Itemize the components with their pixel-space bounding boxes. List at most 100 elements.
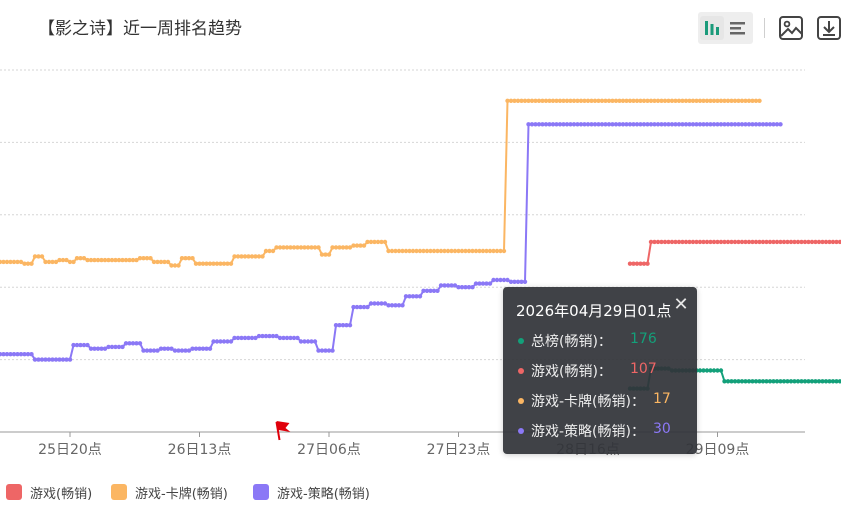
- data-point[interactable]: [386, 303, 391, 308]
- data-point[interactable]: [144, 256, 150, 261]
- data-point[interactable]: [11, 352, 17, 357]
- data-point[interactable]: [568, 122, 573, 127]
- data-point[interactable]: [519, 98, 524, 104]
- data-point[interactable]: [652, 122, 657, 127]
- data-point[interactable]: [494, 248, 500, 254]
- data-point[interactable]: [365, 239, 370, 245]
- data-point[interactable]: [270, 333, 276, 339]
- data-point[interactable]: [676, 122, 682, 127]
- data-point[interactable]: [172, 348, 178, 353]
- data-point[interactable]: [687, 122, 692, 127]
- data-point[interactable]: [501, 248, 507, 254]
- data-point[interactable]: [379, 239, 384, 245]
- data-point[interactable]: [71, 342, 76, 348]
- data-point[interactable]: [340, 323, 346, 328]
- data-point[interactable]: [732, 379, 738, 384]
- data-point[interactable]: [501, 277, 507, 283]
- data-point[interactable]: [85, 257, 90, 263]
- data-point[interactable]: [515, 279, 521, 284]
- data-point[interactable]: [235, 335, 241, 341]
- data-point[interactable]: [778, 379, 783, 384]
- data-point[interactable]: [557, 98, 563, 104]
- data-point[interactable]: [95, 346, 101, 351]
- data-point[interactable]: [235, 254, 241, 259]
- data-point[interactable]: [32, 357, 38, 362]
- data-point[interactable]: [239, 335, 244, 341]
- data-point[interactable]: [557, 122, 563, 127]
- data-point[interactable]: [239, 254, 244, 259]
- data-point[interactable]: [505, 98, 510, 104]
- data-point[interactable]: [627, 98, 633, 104]
- data-point[interactable]: [365, 304, 370, 310]
- data-point[interactable]: [11, 259, 17, 265]
- data-point[interactable]: [60, 257, 66, 263]
- data-point[interactable]: [155, 348, 160, 353]
- data-point[interactable]: [582, 98, 587, 104]
- data-point[interactable]: [718, 122, 724, 127]
- data-point[interactable]: [578, 122, 584, 127]
- data-point[interactable]: [253, 254, 258, 259]
- data-point[interactable]: [449, 248, 454, 254]
- data-point[interactable]: [508, 279, 514, 284]
- data-point[interactable]: [697, 98, 703, 104]
- download-icon[interactable]: [815, 14, 841, 42]
- data-point[interactable]: [704, 98, 710, 104]
- data-point[interactable]: [67, 357, 73, 362]
- data-point[interactable]: [568, 98, 573, 104]
- data-point[interactable]: [778, 122, 783, 127]
- data-point[interactable]: [281, 335, 286, 341]
- data-point[interactable]: [760, 122, 766, 127]
- data-point[interactable]: [536, 98, 542, 104]
- data-point[interactable]: [459, 248, 465, 254]
- data-point[interactable]: [715, 368, 720, 373]
- data-point[interactable]: [277, 245, 283, 250]
- data-point[interactable]: [746, 98, 752, 104]
- data-point[interactable]: [809, 239, 815, 245]
- data-point[interactable]: [781, 239, 787, 245]
- data-point[interactable]: [634, 98, 640, 104]
- data-point[interactable]: [277, 335, 283, 341]
- data-point[interactable]: [729, 239, 734, 245]
- data-point[interactable]: [25, 261, 31, 266]
- data-point[interactable]: [274, 245, 279, 250]
- data-point[interactable]: [375, 301, 381, 306]
- data-point[interactable]: [424, 248, 430, 254]
- data-point[interactable]: [582, 122, 587, 127]
- data-point[interactable]: [305, 245, 311, 250]
- data-point[interactable]: [130, 341, 136, 346]
- data-point[interactable]: [36, 254, 41, 259]
- data-point[interactable]: [610, 98, 615, 104]
- data-point[interactable]: [333, 323, 339, 328]
- data-point[interactable]: [827, 239, 832, 245]
- data-point[interactable]: [169, 346, 174, 351]
- data-point[interactable]: [410, 294, 416, 299]
- data-point[interactable]: [85, 342, 90, 348]
- data-point[interactable]: [379, 301, 384, 306]
- data-point[interactable]: [673, 122, 678, 127]
- data-point[interactable]: [704, 122, 710, 127]
- data-point[interactable]: [673, 98, 678, 104]
- data-point[interactable]: [561, 98, 566, 104]
- data-point[interactable]: [491, 248, 496, 254]
- data-point[interactable]: [179, 348, 185, 353]
- data-point[interactable]: [508, 98, 514, 104]
- data-point[interactable]: [60, 357, 66, 362]
- data-point[interactable]: [813, 379, 818, 384]
- data-point[interactable]: [708, 368, 713, 373]
- data-point[interactable]: [652, 239, 657, 245]
- data-point[interactable]: [228, 339, 234, 344]
- data-point[interactable]: [760, 379, 766, 384]
- data-point[interactable]: [127, 257, 132, 263]
- data-point[interactable]: [88, 346, 94, 351]
- data-point[interactable]: [725, 122, 731, 127]
- data-point[interactable]: [155, 259, 160, 265]
- data-point[interactable]: [585, 122, 591, 127]
- data-point[interactable]: [358, 304, 363, 310]
- data-point[interactable]: [813, 239, 818, 245]
- data-point[interactable]: [249, 335, 255, 341]
- data-point[interactable]: [15, 352, 20, 357]
- data-point[interactable]: [18, 352, 24, 357]
- data-point[interactable]: [687, 98, 692, 104]
- data-point[interactable]: [36, 357, 41, 362]
- data-point[interactable]: [543, 122, 549, 127]
